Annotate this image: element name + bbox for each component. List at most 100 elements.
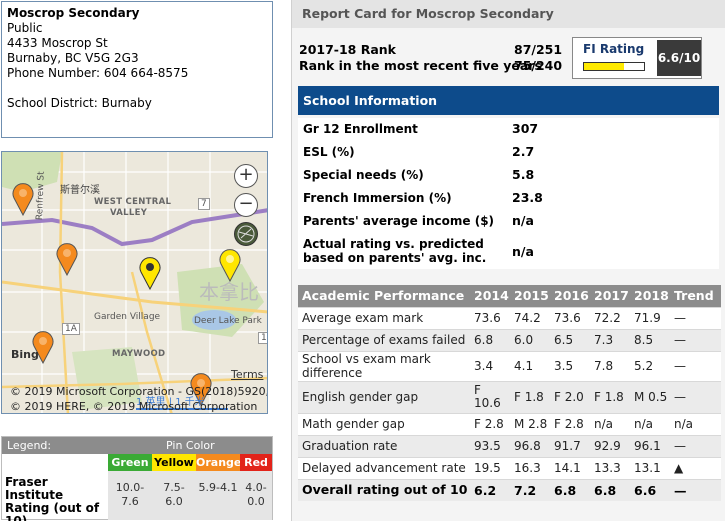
map-copyright-line2: © 2019 HERE, © 2019 Microsoft Corporatio… — [10, 400, 258, 413]
academic-row-label: Average exam mark — [298, 306, 470, 329]
school-name: Moscrop Secondary — [7, 6, 140, 20]
school-info-heading: School Information — [298, 86, 719, 115]
academic-row: Graduation rate 93.5 96.8 91.7 92.9 96.1— — [298, 434, 721, 457]
academic-value: n/a — [630, 412, 670, 435]
academic-trend: — — [670, 306, 721, 329]
school-info-label: Special needs (%) — [303, 168, 424, 182]
legend-color-red: Red 4.0- 0.0 — [240, 454, 272, 520]
academic-value: 92.9 — [590, 434, 630, 457]
school-info-value: 307 — [512, 121, 539, 136]
academic-value: 19.5 — [470, 456, 510, 479]
academic-trend: — — [670, 434, 721, 457]
academic-trend: — — [670, 380, 721, 413]
map-label-cjk-2: 本拿比 — [199, 280, 259, 304]
map-label-valley: VALLEY — [110, 208, 148, 218]
academic-value: 6.8 — [550, 478, 590, 501]
academic-value: 73.6 — [550, 306, 590, 329]
academic-value: 91.7 — [550, 434, 590, 457]
academic-value: 6.0 — [510, 328, 550, 351]
fi-rating-bar — [583, 62, 645, 71]
zoom-in-button[interactable]: + — [234, 164, 258, 188]
orange-school-pin[interactable] — [189, 372, 213, 406]
legend-color-yellow: Yellow 7.5- 6.0 — [152, 454, 196, 520]
academic-row: Overall rating out of 10 6.2 7.2 6.8 6.8 6.6— — [298, 478, 721, 501]
academic-header-cell: 2014 — [470, 285, 510, 307]
legend-color-name: Green — [108, 454, 152, 471]
school-info-label: Actual rating vs. predicted based on par… — [303, 237, 487, 265]
zoom-out-button[interactable]: − — [234, 193, 258, 217]
legend-color-green: Green 10.0- 7.6 — [108, 454, 152, 520]
academic-value: 74.2 — [510, 306, 550, 329]
school-info-row: French Immersion (%) 23.8 — [298, 187, 719, 210]
academic-row-label: School vs exam mark difference — [298, 350, 470, 381]
map-scale-label: 1 英里 | 1 千米 — [136, 397, 205, 408]
academic-row: School vs exam mark difference 3.4 4.1 3.5 7… — [298, 350, 721, 381]
academic-header-cell: 2015 — [510, 285, 550, 307]
bing-logo: Bing — [11, 348, 39, 361]
legend-color-name: Red — [240, 454, 272, 471]
orange-school-pin[interactable] — [55, 242, 79, 276]
academic-row-label: Overall rating out of 10 — [298, 478, 470, 501]
school-info-row: Gr 12 Enrollment 307 — [298, 118, 719, 141]
academic-trend: — — [670, 350, 721, 381]
academic-header-cell: Academic Performance — [298, 285, 470, 307]
academic-value: F 2.0 — [550, 380, 590, 413]
academic-value: 3.4 — [470, 350, 510, 381]
academic-header-cell: 2016 — [550, 285, 590, 307]
academic-value: 7.8 — [590, 350, 630, 381]
aerial-view-icon[interactable] — [234, 222, 258, 246]
legend-color-range: 4.0- 0.0 — [240, 471, 272, 520]
school-map[interactable]: + − 斯普尔溪 WEST CENTRAL VALLEY Renfrew St … — [1, 151, 268, 414]
academic-value: F 1.8 — [510, 380, 550, 413]
academic-value: 93.5 — [470, 434, 510, 457]
academic-value: 7.3 — [590, 328, 630, 351]
school-info-value: 5.8 — [512, 167, 535, 182]
academic-value: F 10.6 — [470, 380, 510, 413]
academic-trend: n/a — [670, 412, 721, 435]
school-info-row: Special needs (%) 5.8 — [298, 164, 719, 187]
academic-value: 96.8 — [510, 434, 550, 457]
school-address-card: Moscrop Secondary Public 4433 Moscrop St… — [1, 1, 273, 138]
fi-rating-label: FI Rating — [583, 42, 645, 56]
route-7-shield: 7 — [198, 198, 210, 210]
legend-color-range: 10.0- 7.6 — [108, 471, 152, 520]
academic-value: 6.8 — [470, 328, 510, 351]
legend-label: Legend: — [7, 439, 52, 452]
map-copyright-line1: © 2019 Microsoft Corporation - GS(2018)5… — [10, 385, 268, 398]
academic-header-cell: 2017 — [590, 285, 630, 307]
map-label-renfrew: Renfrew St — [35, 171, 47, 221]
fi-rating-bar-fill — [584, 63, 624, 70]
map-label-cjk-1: 斯普尔溪 — [60, 185, 100, 196]
school-info-value: 2.7 — [512, 144, 535, 159]
fi-rating-score: 6.6/10 — [657, 40, 701, 76]
terms-link[interactable]: Terms — [231, 368, 264, 381]
yellow-school-pin[interactable] — [218, 248, 242, 282]
academic-value: 71.9 — [630, 306, 670, 329]
school-address-line1: 4433 Moscrop St — [7, 36, 108, 50]
school-phone: Phone Number: 604 664-8575 — [7, 66, 189, 80]
academic-row: Delayed advancement rate 19.5 16.3 14.1 13.3… — [298, 456, 721, 479]
academic-value: M 2.8 — [510, 412, 550, 435]
selected-school-pin[interactable] — [138, 256, 162, 290]
academic-row-label: Graduation rate — [298, 434, 470, 457]
map-label-garden-village: Garden Village — [94, 312, 161, 322]
academic-value: M 0.5 — [630, 380, 670, 413]
fi-rating-box: FI Rating 6.6/10 — [572, 37, 702, 79]
academic-value: 6.6 — [630, 478, 670, 501]
academic-value: F 1.8 — [590, 380, 630, 413]
school-info-value: 23.8 — [512, 190, 543, 205]
academic-trend: — — [670, 328, 721, 351]
school-info-row: Parents' average income ($) n/a — [298, 210, 719, 233]
academic-header-row: Academic Performance 2014 2015 2016 2017 2018… — [298, 285, 721, 307]
academic-value: 16.3 — [510, 456, 550, 479]
academic-value: 6.8 — [590, 478, 630, 501]
legend-rating-title: Fraser Institute Rating (out of 10) — [5, 475, 100, 521]
legend-color-name: Yellow — [152, 454, 196, 471]
school-info-row: ESL (%) 2.7 — [298, 141, 719, 164]
orange-school-pin[interactable] — [11, 182, 35, 216]
orange-school-pin[interactable] — [31, 330, 55, 364]
academic-header-cell: 2018 — [630, 285, 670, 307]
rank-five-year-label: Rank in the most recent five years — [299, 58, 542, 73]
academic-value: 6.5 — [550, 328, 590, 351]
academic-row-label: Percentage of exams failed — [298, 328, 470, 351]
